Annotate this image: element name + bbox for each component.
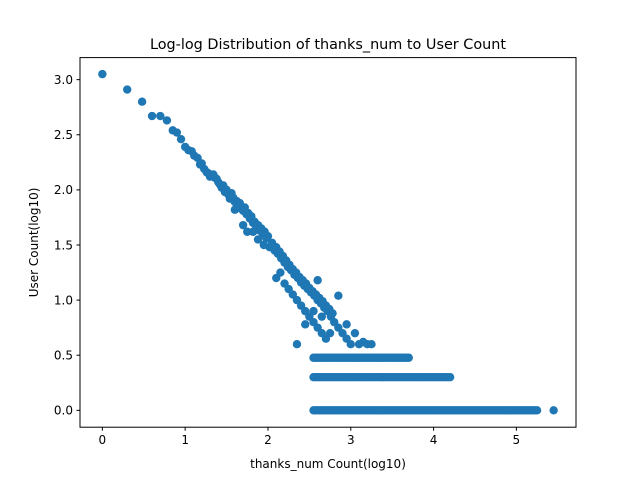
data-point xyxy=(334,291,343,300)
chart-title: Log-log Distribution of thanks_num to Us… xyxy=(150,37,506,53)
x-axis-label: thanks_num Count(log10) xyxy=(250,457,406,471)
data-point xyxy=(238,220,248,230)
ticks-layer: 0 1 2 3 4 5 0.0 0.5 1.0 1.5 2.0 2.5 3.0 xyxy=(54,73,520,447)
data-point xyxy=(313,276,322,285)
data-point xyxy=(98,69,107,79)
data-point xyxy=(532,406,542,415)
points-layer xyxy=(98,69,558,415)
data-point xyxy=(156,111,165,121)
data-point xyxy=(147,111,157,121)
data-point xyxy=(276,268,285,277)
y-tick-label: 1.0 xyxy=(54,293,73,307)
axes-frame xyxy=(79,57,577,428)
x-tick-label: 0 xyxy=(99,433,107,447)
data-point xyxy=(172,128,182,137)
data-point xyxy=(328,309,337,318)
y-tick-label: 1.5 xyxy=(54,238,73,252)
data-point xyxy=(350,328,360,338)
data-point xyxy=(301,320,310,329)
data-point xyxy=(243,227,252,236)
data-point xyxy=(123,85,132,94)
data-point xyxy=(445,372,455,382)
data-point xyxy=(342,320,351,329)
data-point xyxy=(263,231,273,241)
data-point xyxy=(253,235,263,244)
y-axis-label: User Count(log10) xyxy=(27,188,41,298)
data-point xyxy=(549,406,558,415)
x-tick-label: 4 xyxy=(430,433,438,447)
data-point xyxy=(176,134,186,144)
y-tick-label: 0.0 xyxy=(54,404,73,418)
data-point xyxy=(317,312,326,321)
y-tick-label: 0.5 xyxy=(54,349,73,363)
x-tick-label: 3 xyxy=(347,433,355,447)
data-point xyxy=(309,306,318,316)
data-point xyxy=(248,227,258,236)
x-tick-label: 1 xyxy=(181,433,189,447)
data-point xyxy=(162,116,172,125)
data-point xyxy=(292,340,302,349)
data-point xyxy=(137,97,147,106)
data-point xyxy=(404,353,413,362)
y-tick-label: 3.0 xyxy=(54,73,73,87)
x-tick-label: 5 xyxy=(513,433,521,447)
y-tick-label: 2.5 xyxy=(54,128,73,142)
data-point xyxy=(367,340,376,349)
data-point xyxy=(325,328,335,338)
data-point xyxy=(230,205,240,214)
x-tick-label: 2 xyxy=(264,433,272,447)
data-point xyxy=(346,340,355,349)
y-tick-label: 2.0 xyxy=(54,183,73,197)
